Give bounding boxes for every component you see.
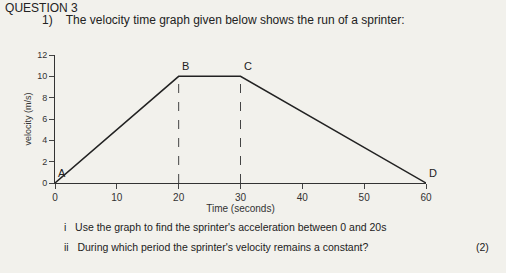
- svg-text:10: 10: [111, 192, 123, 203]
- svg-text:8: 8: [42, 93, 47, 103]
- svg-text:40: 40: [297, 192, 309, 203]
- svg-text:20: 20: [173, 192, 185, 203]
- svg-text:D: D: [429, 167, 437, 179]
- svg-text:i Use the graph to find the: i Use the graph to find the sprinter's a…: [64, 221, 386, 233]
- svg-text:Time (seconds): Time (seconds): [206, 203, 275, 214]
- svg-text:30: 30: [235, 192, 247, 203]
- svg-text:QUESTION 3: QUESTION 3: [5, 1, 78, 15]
- svg-text:50: 50: [359, 192, 371, 203]
- svg-text:1) The velocity time graph: 1) The velocity time graph given below s…: [42, 13, 405, 27]
- svg-text:velocity (m/s): velocity (m/s): [23, 92, 33, 145]
- svg-text:12: 12: [37, 50, 47, 60]
- svg-text:ii During which period the s: ii During which period the sprinter's ve…: [64, 241, 368, 253]
- svg-text:6: 6: [42, 114, 47, 124]
- svg-text:A: A: [58, 167, 66, 179]
- svg-text:B: B: [182, 60, 189, 72]
- svg-text:4: 4: [42, 135, 47, 145]
- svg-text:60: 60: [420, 192, 432, 203]
- svg-text:0: 0: [42, 178, 47, 188]
- svg-text:C: C: [244, 60, 252, 72]
- svg-text:10: 10: [37, 71, 47, 81]
- svg-text:2: 2: [42, 157, 47, 167]
- svg-text:0: 0: [52, 192, 58, 203]
- svg-text:(2): (2): [476, 241, 489, 253]
